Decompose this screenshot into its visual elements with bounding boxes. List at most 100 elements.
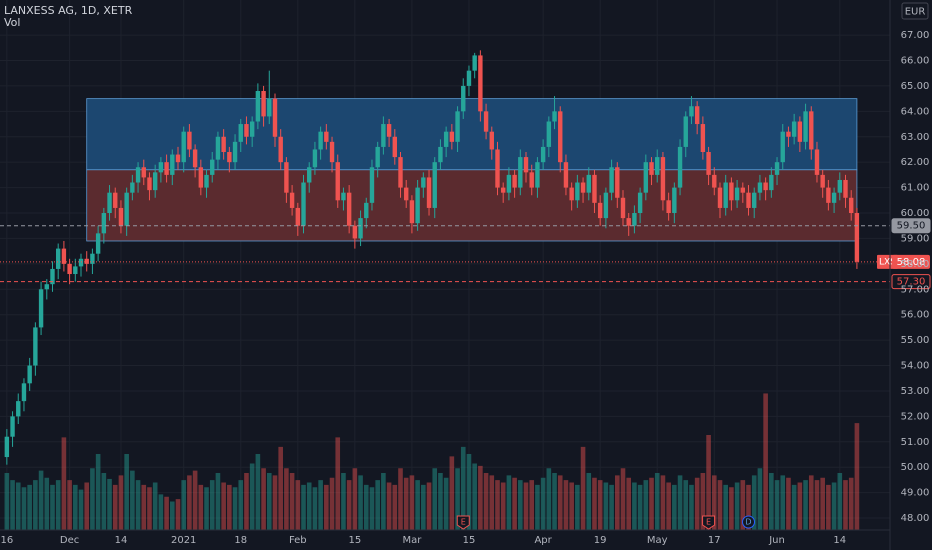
candle-body <box>249 121 255 137</box>
x-tick-label: 15 <box>348 535 361 546</box>
volume-bar <box>381 473 386 530</box>
volume-bar <box>438 473 443 530</box>
candle-body <box>364 202 369 219</box>
volume-bar <box>152 482 158 530</box>
candle-body <box>843 179 848 198</box>
candle-body <box>506 174 512 193</box>
volume-bar <box>734 482 740 530</box>
volume-bar <box>580 446 586 530</box>
volume-bar <box>215 473 221 530</box>
candle-body <box>694 106 700 125</box>
volume-bar <box>249 463 255 530</box>
candle-body <box>552 111 557 122</box>
volume-bar <box>774 480 780 530</box>
volume-bar <box>443 477 449 530</box>
candle-body <box>563 162 569 188</box>
level-tag <box>891 218 931 234</box>
candle-body <box>512 174 517 188</box>
volume-bar <box>198 484 204 530</box>
candle-body <box>107 192 112 214</box>
volume-bar <box>346 480 352 530</box>
y-tick-label: 50.00 <box>901 462 930 473</box>
candle-body <box>426 177 432 208</box>
volume-bar <box>124 454 129 530</box>
candle-body <box>101 213 107 234</box>
volume-bar <box>552 473 557 530</box>
x-tick-label: 16 <box>0 535 13 546</box>
symbol-label: LXS <box>879 257 896 267</box>
candle-body <box>683 116 688 147</box>
volume-label: Vol <box>4 16 20 29</box>
candle-body <box>763 182 768 191</box>
volume-bar <box>78 489 84 530</box>
volume-bar <box>592 477 597 530</box>
candle-body <box>232 141 238 163</box>
volume-bar <box>278 446 283 530</box>
candle-body <box>55 248 61 269</box>
volume-bar <box>643 480 649 530</box>
candle-body <box>204 174 209 188</box>
volume-bar <box>284 468 289 530</box>
candle-body <box>10 416 15 437</box>
volume-bar <box>192 470 198 530</box>
candle-body <box>854 213 860 262</box>
candle-body <box>358 218 363 239</box>
last-price-tag <box>892 254 930 269</box>
candle-body <box>295 207 301 226</box>
volume-bar <box>495 480 500 530</box>
candle-body <box>164 162 169 175</box>
candle-body <box>73 266 78 275</box>
candle-body <box>221 136 226 153</box>
candle-body <box>329 141 335 163</box>
volume-bar <box>324 484 329 530</box>
y-tick-label: 52.00 <box>901 411 930 422</box>
candle-body <box>814 149 820 175</box>
volume-bar <box>318 480 323 530</box>
candle-body <box>797 121 803 142</box>
volume-bar <box>175 499 181 530</box>
candle-body <box>529 172 534 188</box>
candle-body <box>769 174 774 191</box>
level-label: 57.30 <box>897 277 926 288</box>
y-tick-label: 66.00 <box>901 55 930 66</box>
candle-body <box>244 124 249 137</box>
candle-body <box>746 192 751 208</box>
volume-bar <box>500 482 506 530</box>
candle-body <box>752 192 757 208</box>
candle-body <box>729 182 734 201</box>
volume-bar <box>660 475 666 530</box>
candle-body <box>118 207 124 226</box>
candle-body <box>615 167 620 198</box>
volume-bar <box>158 494 164 530</box>
candle-body <box>518 157 523 188</box>
candle-body <box>4 436 10 458</box>
candle-body <box>740 187 746 193</box>
volume-bar <box>586 473 592 530</box>
y-tick-label: 51.00 <box>901 437 930 448</box>
candle-body <box>369 167 375 203</box>
event-marker <box>742 515 756 529</box>
range-box <box>86 98 858 242</box>
volume-bar <box>289 473 295 530</box>
volume-bar <box>169 501 175 530</box>
volume-bar <box>358 475 363 530</box>
volume-bars <box>4 393 860 530</box>
candles <box>4 50 860 465</box>
volume-bar <box>466 454 472 530</box>
candle-body <box>50 268 55 285</box>
volume-bar <box>786 477 791 530</box>
volume-bar <box>301 484 306 530</box>
candle-body <box>586 174 591 193</box>
y-tick-label: 63.00 <box>901 132 930 143</box>
candle-body <box>489 131 494 150</box>
candle-body <box>130 182 135 193</box>
candle-body <box>666 200 671 214</box>
candle-body <box>307 167 312 183</box>
candle-body <box>152 172 158 191</box>
volume-bar <box>689 484 694 530</box>
candle-body <box>569 187 574 201</box>
candle-body <box>192 149 198 168</box>
volume-bar <box>90 468 95 530</box>
candle-body <box>386 124 392 137</box>
volume-bar <box>244 473 249 530</box>
